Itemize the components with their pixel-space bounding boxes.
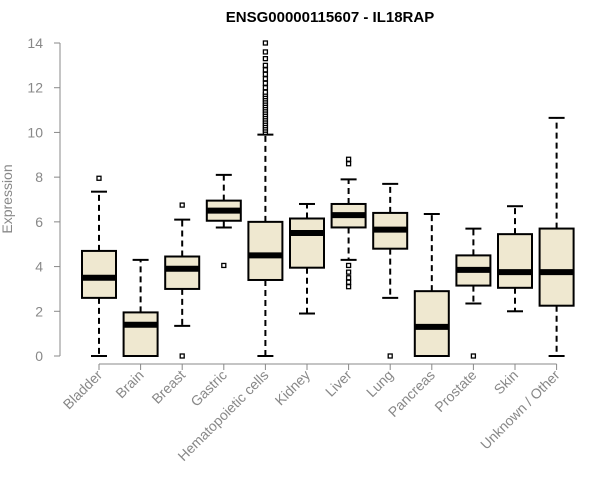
outlier-point: [345, 284, 352, 290]
x-tick-label: Brain: [112, 367, 146, 401]
outlier-point: [345, 161, 352, 167]
outlier-point: [96, 175, 102, 181]
outlier-point: [262, 85, 269, 91]
outlier-point: [262, 49, 269, 55]
outlier-point: [345, 262, 352, 269]
y-tick-label: 8: [35, 169, 43, 185]
y-tick-label: 4: [35, 259, 43, 275]
box-liver: [330, 156, 367, 290]
outlier-point: [262, 76, 269, 82]
outlier-point: [262, 40, 269, 46]
iqr-box: [413, 290, 450, 357]
outlier-point: [262, 56, 269, 62]
outlier-point: [345, 275, 352, 281]
outlier-point: [262, 71, 269, 77]
box-bladder: [81, 175, 117, 357]
y-axis-label: Expression: [0, 164, 15, 233]
iqr-box: [122, 311, 159, 357]
iqr-box: [538, 227, 575, 307]
outlier-point: [221, 262, 227, 269]
box-kidney: [289, 202, 325, 315]
y-tick-label: 12: [27, 80, 43, 96]
x-tick-label: Prostate: [431, 367, 479, 415]
x-tick-label: Breast: [148, 367, 188, 407]
x-tick-label: Lung: [363, 367, 396, 400]
box-breast: [164, 202, 201, 359]
outlier-point: [262, 89, 269, 95]
outlier-point: [179, 202, 185, 208]
box-gastric: [205, 173, 242, 269]
outlier-point: [262, 67, 269, 73]
iqr-box: [497, 233, 533, 289]
outlier-point: [470, 353, 477, 359]
box-prostate: [455, 227, 492, 359]
boxes-layer: [81, 40, 575, 359]
x-tick-label: Liver: [322, 367, 355, 400]
chart-title: ENSG00000115607 - IL18RAP: [226, 9, 434, 26]
iqr-box: [247, 220, 284, 281]
y-axis: 0 2 4 6 8 10 12 14: [27, 35, 61, 364]
y-tick-label: 0: [35, 348, 43, 364]
outlier-point: [345, 279, 352, 285]
iqr-box: [164, 255, 201, 290]
box-lung: [372, 182, 409, 359]
box-skin: [497, 205, 533, 313]
x-tick-label: Kidney: [272, 367, 314, 409]
box-unknown-other: [538, 116, 575, 357]
y-tick-label: 14: [27, 35, 43, 51]
iqr-box: [289, 217, 325, 269]
iqr-box: [81, 249, 117, 299]
box-brain: [122, 258, 159, 357]
x-tick-label: Unknown / Other: [477, 367, 563, 453]
outlier-point: [387, 353, 393, 359]
y-tick-label: 6: [35, 214, 43, 230]
x-tick-label: Bladder: [60, 367, 106, 413]
y-tick-label: 10: [27, 124, 43, 140]
outlier-point: [262, 62, 269, 69]
outlier-point: [179, 353, 185, 359]
box-hematopoietic-cells: [247, 40, 284, 357]
box-pancreas: [413, 213, 450, 357]
x-tick-label: Skin: [491, 367, 522, 398]
outlier-point: [345, 269, 352, 275]
outlier-point: [345, 156, 352, 162]
outlier-point: [262, 80, 269, 86]
y-tick-label: 2: [35, 303, 43, 319]
